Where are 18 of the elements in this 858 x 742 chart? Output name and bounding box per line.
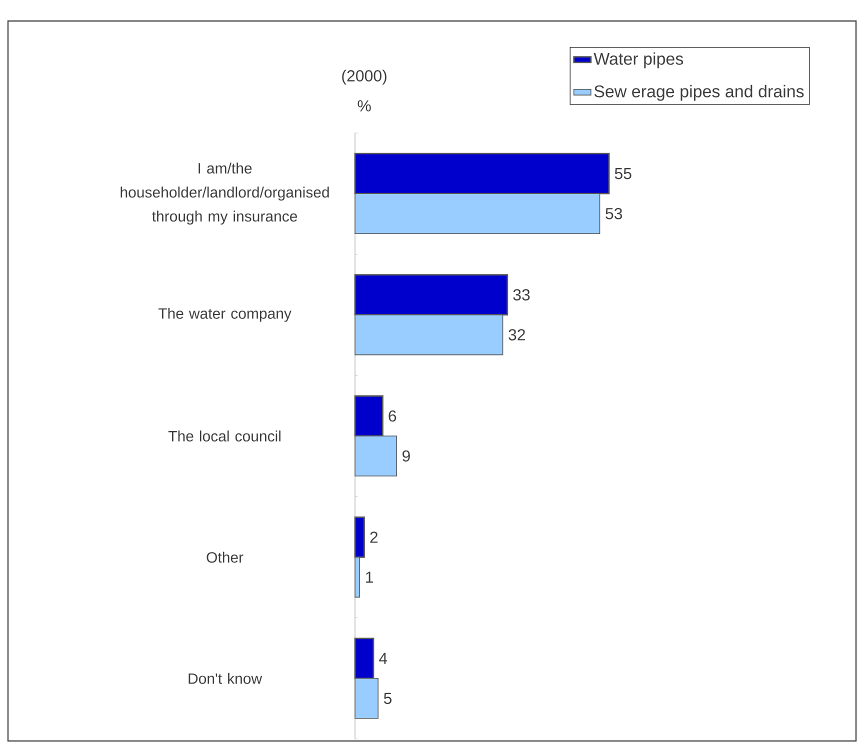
data-label: 6 <box>388 410 396 422</box>
legend-label: Sew erage pipes and drains <box>594 84 804 101</box>
y-tick-label: The water company <box>158 308 292 322</box>
y-tick-label: The local council <box>168 430 280 442</box>
data-label: 4 <box>379 652 388 664</box>
data-label: 53 <box>606 208 622 220</box>
data-label: 9 <box>402 450 410 462</box>
data-label: 2 <box>370 532 378 543</box>
y-tick-label: Don't know <box>188 672 262 684</box>
data-label: 32 <box>508 329 525 340</box>
y-tick-label: Other <box>206 552 244 563</box>
legend-label: Water pipes <box>594 52 684 68</box>
data-label: 1 <box>366 572 373 583</box>
y-tick-label: I am/the householder/landlord/organised through my insurance <box>120 162 329 225</box>
data-label: 33 <box>513 289 530 300</box>
data-label: 55 <box>614 168 632 180</box>
y-axis-title: (2000) % <box>342 70 386 112</box>
data-label: 5 <box>384 692 392 704</box>
